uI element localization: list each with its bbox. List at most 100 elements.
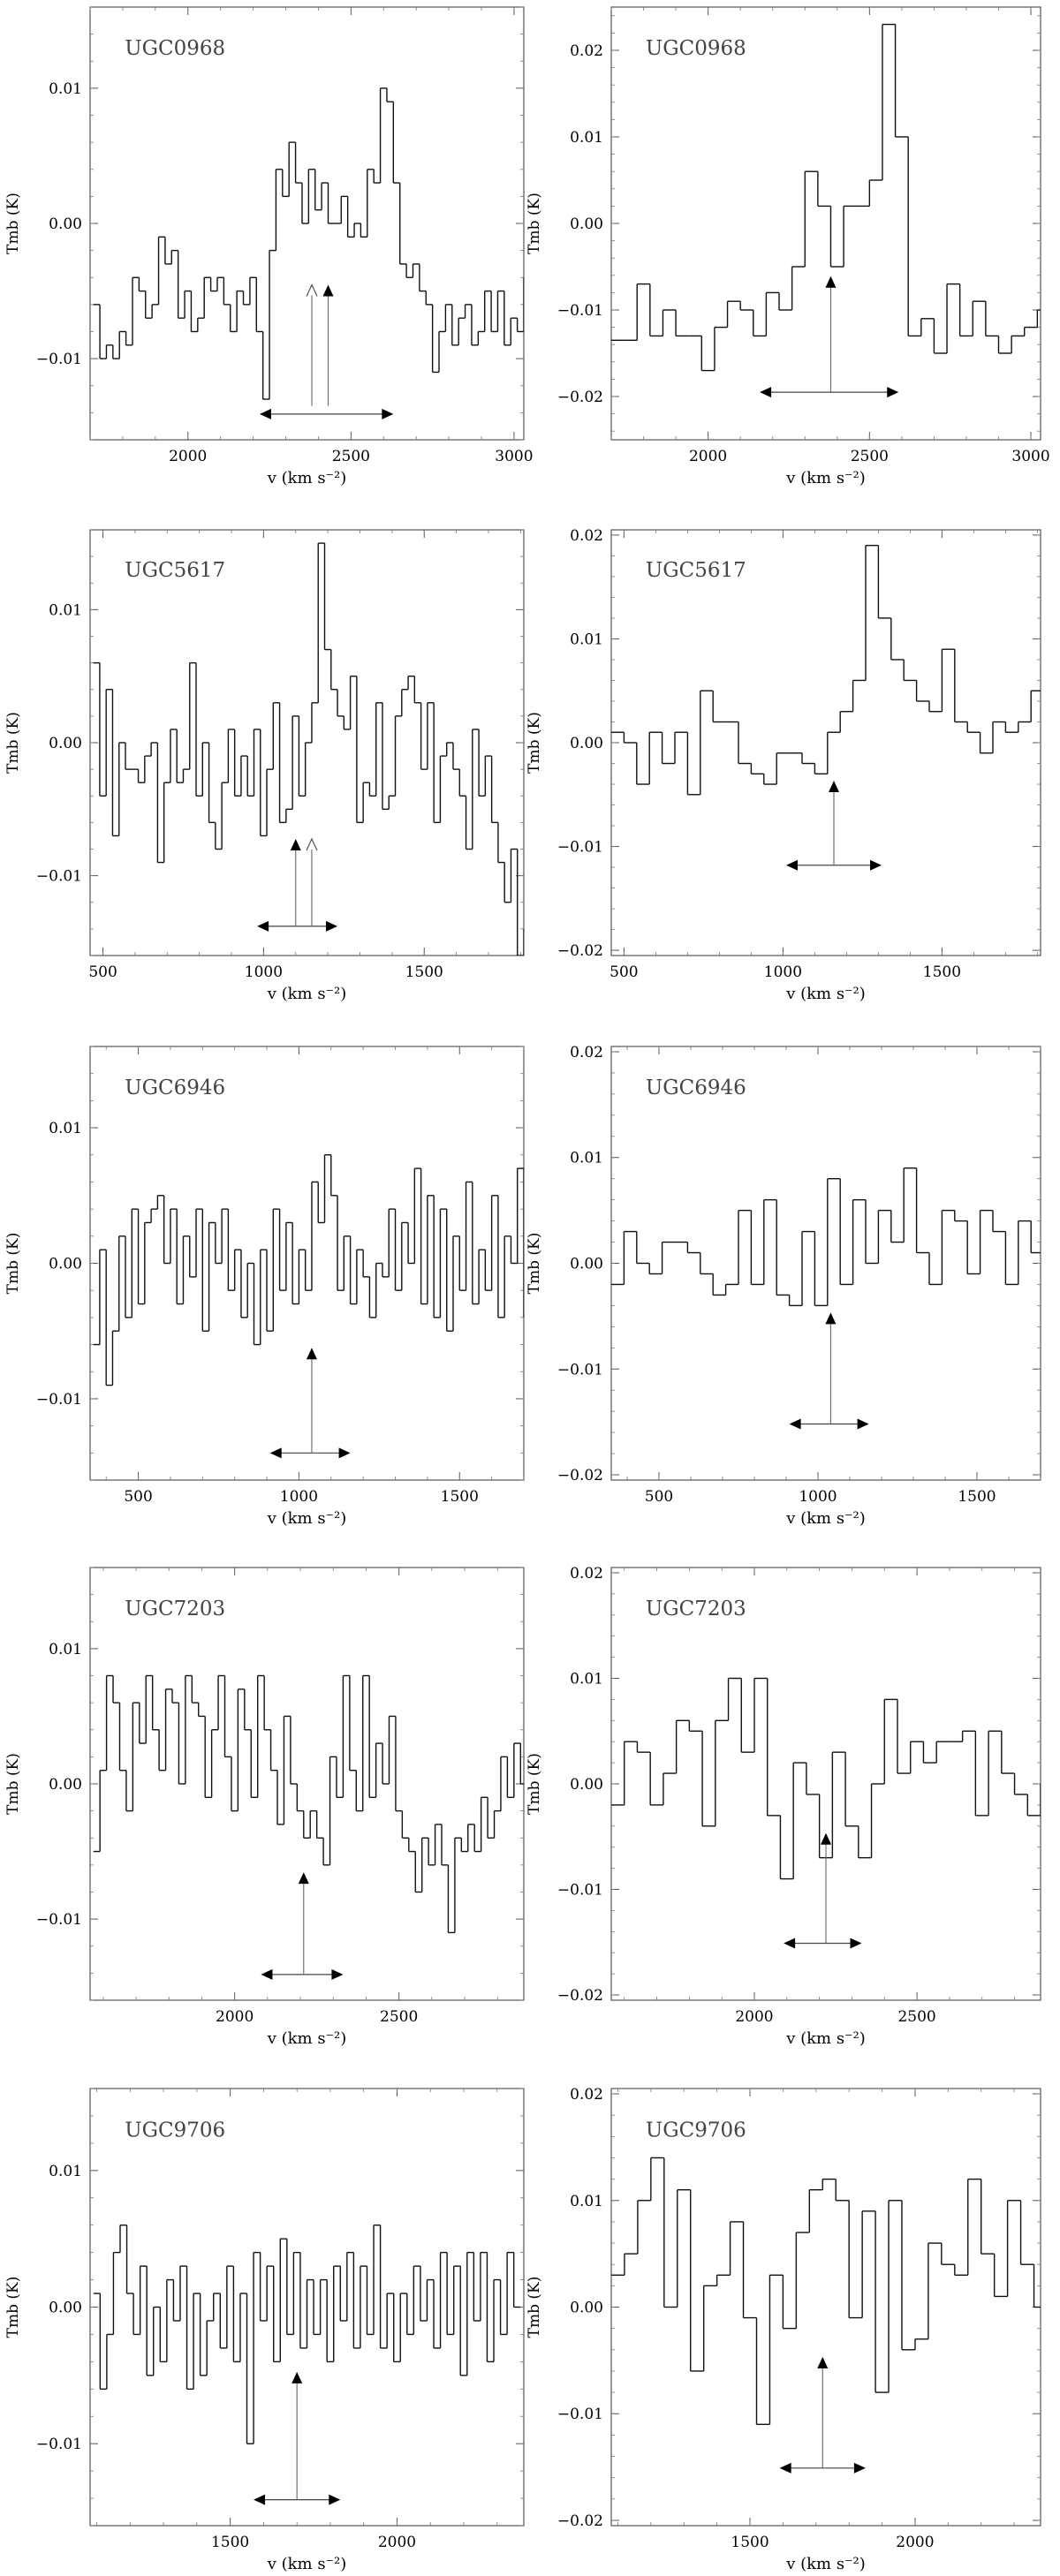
velocity-marker-filled	[290, 838, 301, 926]
galaxy-name: UGC9706	[125, 2119, 225, 2142]
spectrum-panel-1: −0.01 0.00 0.01 2000 2500 3000 v (km s⁻²) Tmb (…	[4, 6, 534, 487]
y-tick-label: −0.02	[557, 942, 603, 960]
y-tick-label: 0.02	[570, 42, 603, 60]
velocity-marker-open	[306, 837, 318, 926]
x-tick-label: 2000	[216, 2008, 254, 2026]
velocity-marker-open	[306, 283, 318, 406]
spectrum-panel-2: −0.02 −0.01 0.00 0.01 0.02 2000 2500 3000 v (km …	[526, 6, 1050, 487]
y-tick-label: 0.02	[570, 1565, 603, 1583]
plot-frame	[610, 1046, 1041, 1481]
width-arrow-left-head	[254, 2494, 266, 2505]
marker-arrowhead	[821, 1832, 831, 1845]
marker-arrowhead	[829, 781, 839, 793]
x-tick-label: 1500	[211, 2534, 249, 2551]
spectrum-trace	[93, 1674, 524, 1934]
y-tick-label: −0.01	[36, 868, 82, 886]
width-arrow-right-head	[338, 1447, 351, 1459]
x-tick-label: 1500	[731, 2534, 768, 2551]
width-arrow-right-head	[331, 1968, 344, 1980]
spectrum-trace	[611, 544, 1041, 796]
x-axis-label: v (km s⁻²)	[785, 469, 866, 487]
x-tick-label: 2000	[169, 448, 207, 465]
y-tick-label: 0.01	[49, 601, 82, 619]
x-tick-label: 1500	[923, 963, 961, 981]
velocity-marker-filled	[817, 2356, 829, 2468]
velocity-width-arrow	[257, 920, 338, 932]
spectrum-trace	[93, 542, 524, 956]
plot-frame	[610, 6, 1041, 441]
velocity-marker-filled	[306, 1348, 317, 1454]
galaxy-name: UGC6946	[646, 1076, 746, 1099]
spectrum-panel-10: −0.02 −0.01 0.00 0.01 0.02 1500 2000 v (km s⁻²)…	[526, 2086, 1041, 2573]
plot-frame	[89, 1046, 525, 1481]
x-axis-label: v (km s⁻²)	[267, 2029, 347, 2048]
x-tick-label: 500	[124, 1488, 152, 1506]
width-arrow-left-head	[786, 859, 798, 871]
x-axis-label: v (km s⁻²)	[785, 2555, 866, 2573]
spectrum-panel-7: −0.01 0.00 0.01 2000 2500 v (km s⁻²) Tmb (K) UG…	[4, 1567, 525, 2048]
x-tick-label: 3000	[495, 448, 533, 465]
y-tick-label: 0.01	[49, 1120, 82, 1137]
y-tick-label: −0.01	[36, 1911, 82, 1929]
y-tick-label: 0.01	[49, 80, 82, 98]
width-arrow-left-head	[261, 1968, 273, 1980]
galaxy-name: UGC5617	[646, 559, 746, 582]
x-tick-label: 1000	[799, 1488, 837, 1506]
width-arrow-right-head	[850, 1938, 862, 1949]
galaxy-name: UGC7203	[125, 1598, 225, 1620]
x-tick-label: 500	[610, 963, 638, 981]
galaxy-name: UGC9706	[646, 2119, 746, 2142]
width-arrow-right-head	[853, 2462, 866, 2474]
x-tick-label: 1500	[405, 963, 443, 981]
spectrum-panel-6: −0.02 −0.01 0.00 0.01 0.02 500 1000 1500 v (km s…	[526, 1044, 1041, 1528]
width-arrow-right-head	[326, 920, 338, 932]
plot-frame	[610, 529, 1041, 956]
width-arrow-left-head	[257, 920, 269, 932]
velocity-width-arrow	[784, 1938, 862, 1949]
width-arrow-right-head	[887, 387, 899, 398]
velocity-width-arrow	[261, 1968, 344, 1980]
marker-arrowhead-open	[306, 283, 318, 297]
y-tick-label: 0.01	[49, 1641, 82, 1658]
spectrum-trace	[611, 1167, 1041, 1307]
x-tick-label: 2000	[378, 2534, 416, 2551]
marker-arrowhead	[290, 838, 301, 850]
y-axis-label: Tmb (K)	[526, 712, 543, 774]
x-tick-label: 2500	[380, 2008, 418, 2026]
x-tick-label: 2500	[332, 448, 370, 465]
y-tick-label: 0.00	[49, 1776, 82, 1794]
y-tick-label: −0.01	[557, 1361, 603, 1379]
spectrum-panel-5: −0.01 0.00 0.01 500 1000 1500 v (km s⁻²) Tmb (K…	[4, 1046, 525, 1528]
marker-arrowhead	[298, 1872, 309, 1885]
y-tick-label: 0.02	[570, 1044, 603, 1061]
x-tick-label: 2000	[689, 448, 727, 465]
y-tick-label: −0.02	[557, 389, 603, 406]
marker-arrowhead-open	[306, 837, 318, 851]
y-tick-label: 0.00	[49, 215, 82, 233]
y-tick-label: −0.02	[557, 2512, 603, 2530]
width-arrow-left-head	[784, 1938, 796, 1949]
velocity-width-arrow	[789, 1418, 869, 1430]
galaxy-name: UGC0968	[646, 37, 746, 60]
y-axis-label: Tmb (K)	[526, 1233, 543, 1295]
velocity-marker-filled	[829, 781, 839, 865]
y-tick-label: 0.00	[570, 735, 603, 752]
velocity-marker-filled	[322, 284, 334, 406]
spectrum-trace	[93, 1154, 524, 1386]
spectrum-panel-3: −0.01 0.00 0.01 500 1000 1500 v (km s⁻²) Tmb (K…	[4, 529, 525, 1003]
y-tick-label: 0.00	[49, 735, 82, 752]
x-axis-label: v (km s⁻²)	[267, 985, 347, 1003]
y-axis-label: Tmb (K)	[4, 1233, 22, 1295]
galaxy-name: UGC0968	[125, 37, 225, 60]
x-tick-label: 2500	[851, 448, 889, 465]
spectrum-panel-8: −0.02 −0.01 0.00 0.01 0.02 2000 2500 v (km s⁻²)…	[526, 1565, 1041, 2048]
galaxy-name: UGC7203	[646, 1598, 746, 1620]
y-axis-label: Tmb (K)	[4, 1753, 22, 1815]
width-arrow-left-head	[760, 387, 772, 398]
marker-arrowhead	[292, 2371, 303, 2383]
y-axis-label: Tmb (K)	[526, 2277, 543, 2338]
x-axis-label: v (km s⁻²)	[785, 2029, 866, 2048]
marker-arrowhead	[306, 1348, 317, 1360]
x-tick-label: 2000	[735, 2008, 773, 2026]
y-tick-label: −0.02	[557, 1467, 603, 1484]
